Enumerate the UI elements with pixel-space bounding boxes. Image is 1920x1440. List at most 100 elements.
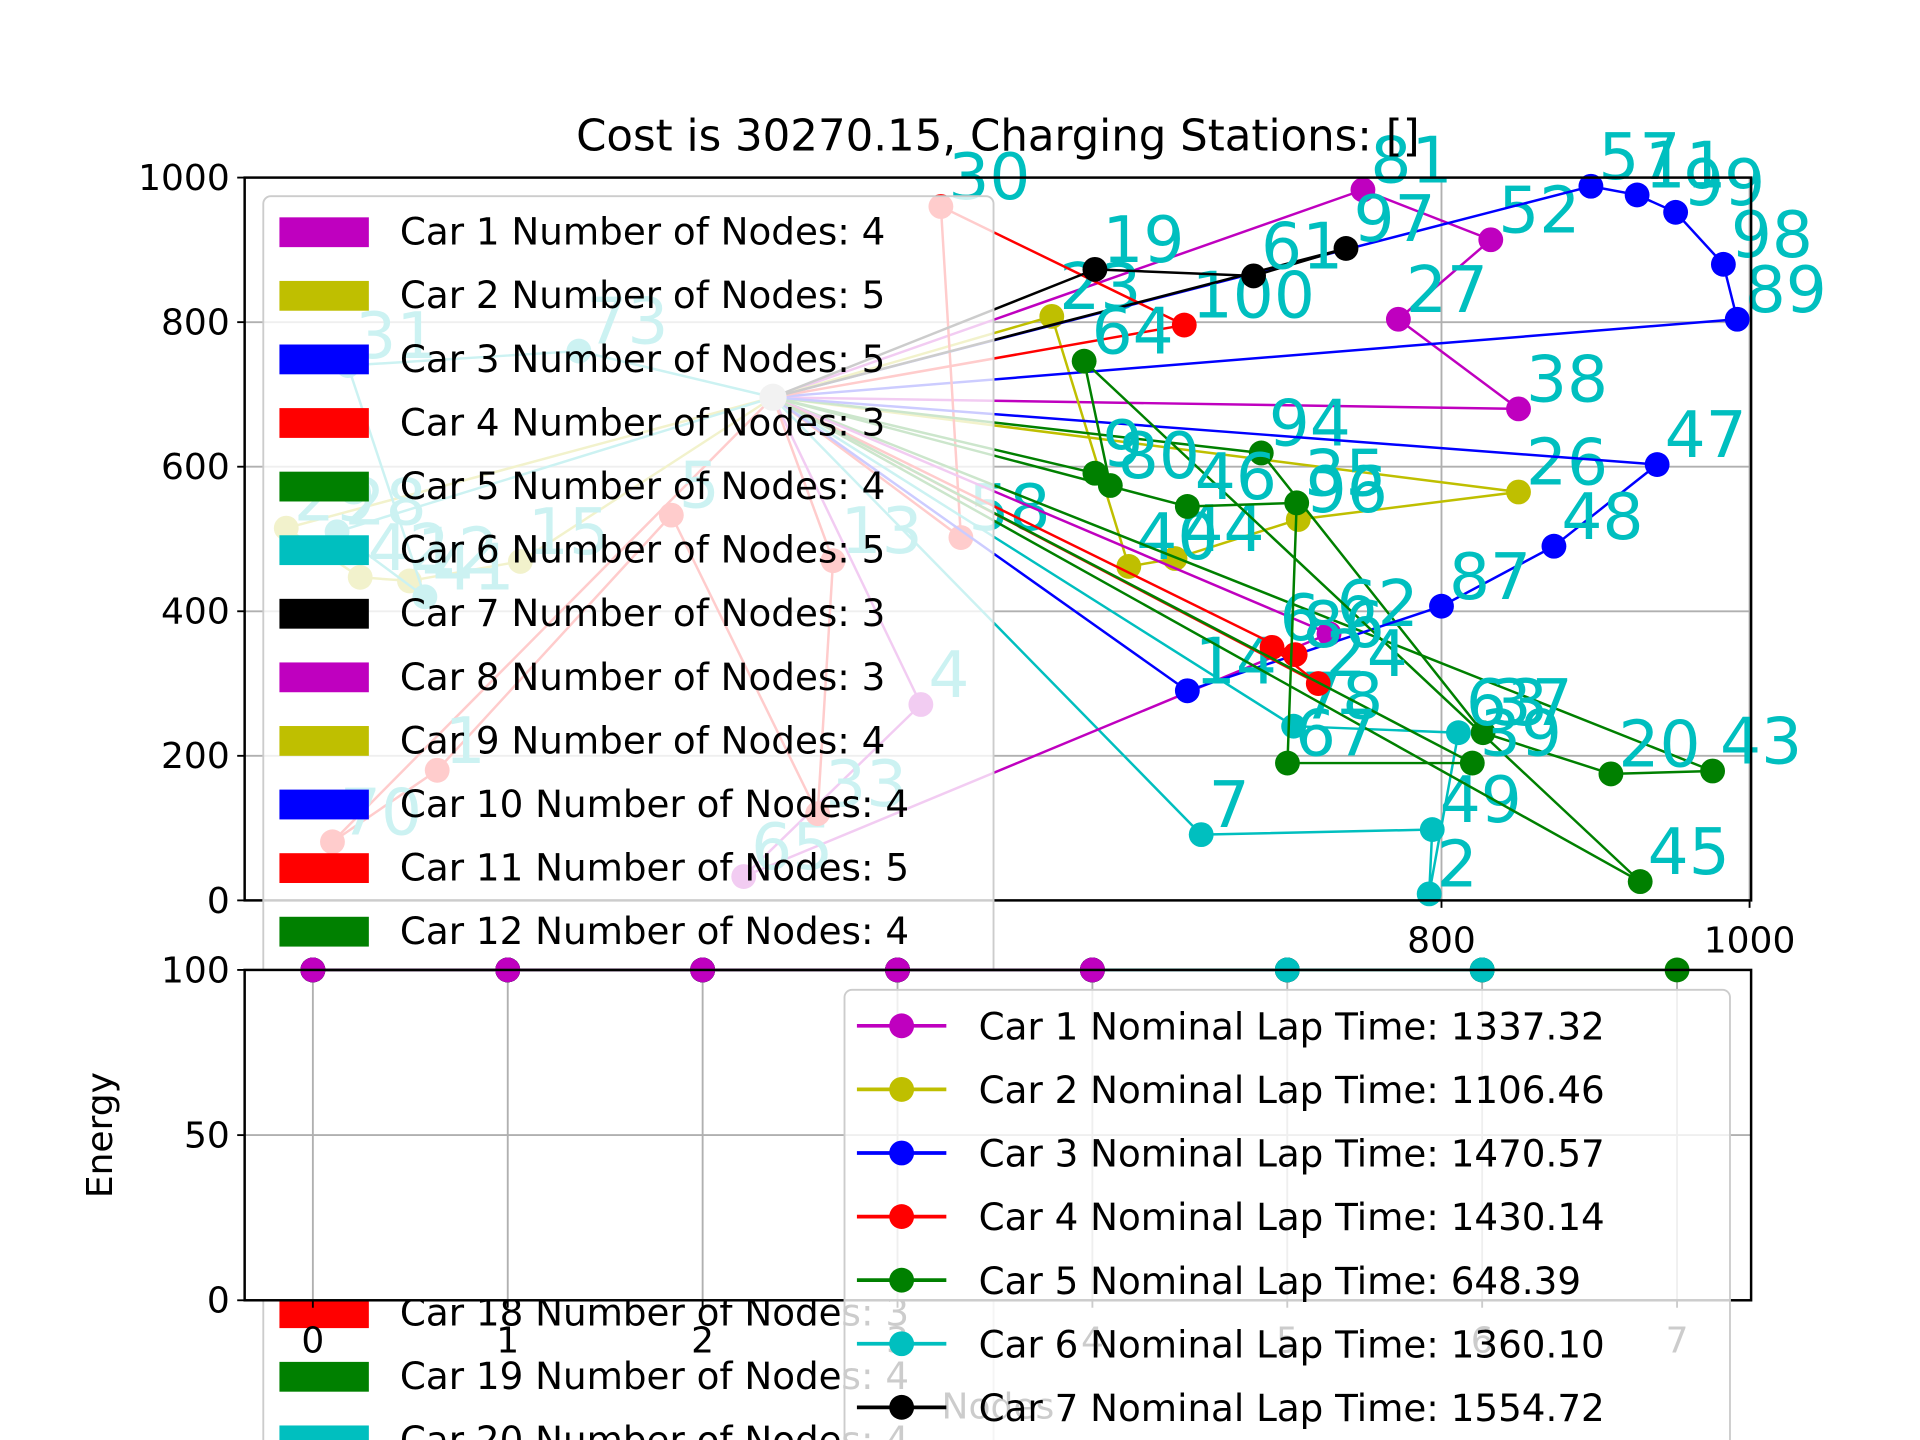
legend-label: Car 2 Nominal Lap Time: 1106.46 <box>979 1068 1605 1112</box>
route-line <box>1260 452 1713 776</box>
node-point <box>1541 533 1567 559</box>
node-point <box>1284 490 1310 516</box>
y-axis-label: Energy <box>80 1072 121 1198</box>
node-point <box>1598 761 1624 787</box>
legend-label: Car 4 Number of Nodes: 3 <box>400 400 885 444</box>
node-label: 98 <box>1731 198 1813 273</box>
legend-label: Car 9 Number of Nodes: 4 <box>400 718 885 762</box>
node-label: 47 <box>1665 398 1747 473</box>
node-label: 94 <box>1269 387 1351 462</box>
plot-frame <box>243 176 1753 902</box>
legend-marker <box>889 1331 915 1357</box>
legend-swatch <box>279 726 369 756</box>
legend-label: Car 6 Number of Nodes: 5 <box>400 528 885 572</box>
legend-swatch <box>279 662 369 693</box>
legend-swatch <box>279 535 369 566</box>
node-point <box>1644 452 1670 477</box>
legend-swatch <box>279 789 369 820</box>
node-point <box>1259 634 1285 660</box>
legend-swatch <box>279 598 369 629</box>
node-label: 61 <box>1261 209 1343 284</box>
node-label: 52 <box>1498 173 1580 248</box>
node-label: 86 <box>1303 588 1385 663</box>
node-label: 96 <box>1306 453 1388 528</box>
node-point <box>1282 642 1308 668</box>
legend-swatch <box>279 471 369 502</box>
legend-label: Car 5 Nominal Lap Time: 648.39 <box>979 1259 1581 1303</box>
node-label: 87 <box>1449 540 1531 615</box>
node-label: 9 <box>1102 407 1143 482</box>
x-tick-label: 1000 <box>1704 921 1796 962</box>
node-label: 11 <box>1645 128 1727 203</box>
node-label: 24 <box>1326 617 1408 692</box>
legend-label: Car 20 Number of Nodes: 4 <box>400 1418 909 1440</box>
node-label: 89 <box>1745 253 1827 328</box>
node-point <box>1174 678 1200 704</box>
node-label: 97 <box>1353 182 1435 257</box>
legend-marker <box>889 1013 915 1039</box>
node-point <box>1248 440 1274 466</box>
node-label: 37 <box>1491 666 1573 741</box>
node-label: 62 <box>1337 567 1419 642</box>
node-point <box>1459 750 1485 776</box>
node-label: 6 <box>1280 581 1321 656</box>
node-label: 80 <box>1118 419 1200 494</box>
x-tick-label: 2 <box>691 1320 714 1361</box>
node-point <box>1385 306 1411 332</box>
node-point <box>1082 256 1108 282</box>
legend-label: Car 1 Nominal Lap Time: 1337.32 <box>979 1004 1605 1048</box>
node-point <box>1506 479 1531 505</box>
legend-marker <box>889 1204 915 1229</box>
node-label: 46 <box>1195 440 1277 515</box>
y-tick-label: 0 <box>207 1281 230 1322</box>
legend-marker <box>889 1140 915 1166</box>
node-label: 7 <box>1209 768 1250 843</box>
y-tick-label: 200 <box>161 736 230 777</box>
node-label: 81 <box>1370 123 1452 198</box>
node-label: 20 <box>1618 707 1700 782</box>
x-tick-label: 0 <box>301 1320 324 1361</box>
node-point <box>1333 236 1359 261</box>
legend-label: Car 8 Number of Nodes: 3 <box>400 655 885 699</box>
legend-swatch <box>279 1298 369 1329</box>
node-label: 57 <box>1598 120 1680 195</box>
node-label: 14 <box>1195 624 1277 699</box>
legend-label: Car 1 Number of Nodes: 4 <box>400 210 885 254</box>
y-tick-label: 0 <box>207 881 230 922</box>
legend-swatch <box>279 344 369 375</box>
node-point <box>1419 817 1445 842</box>
legend-swatch <box>279 853 369 884</box>
legend-label: Car 19 Number of Nodes: 4 <box>400 1354 909 1398</box>
node-point <box>1624 182 1650 208</box>
legend-box <box>843 988 1731 1440</box>
node-point <box>1275 750 1300 776</box>
node-point <box>1174 494 1200 519</box>
legend-marker <box>889 1076 915 1102</box>
node-label: 38 <box>1526 342 1608 417</box>
legend-marker <box>889 1267 915 1293</box>
legend-label: Car 12 Number of Nodes: 4 <box>400 909 909 953</box>
x-tick-label: 1 <box>496 1320 519 1361</box>
x-tick-label: 800 <box>1407 921 1476 962</box>
node-point <box>1627 869 1653 895</box>
legend-swatch <box>279 280 369 311</box>
node-point <box>1071 348 1097 374</box>
node-label: 45 <box>1648 815 1730 890</box>
node-label: 27 <box>1406 253 1488 328</box>
node-label: 48 <box>1561 480 1643 555</box>
legend-label: Car 2 Number of Nodes: 5 <box>400 273 885 317</box>
legend-label: Car 3 Number of Nodes: 5 <box>400 337 885 381</box>
node-point <box>1578 173 1604 199</box>
node-point <box>1710 251 1736 277</box>
route-line <box>1186 463 1658 692</box>
legend-swatch <box>279 217 369 248</box>
legend-label: Car 5 Number of Nodes: 4 <box>400 464 885 508</box>
legend-swatch <box>279 1425 369 1440</box>
legend-swatch <box>279 408 369 438</box>
node-point <box>1171 312 1197 338</box>
chart-title: Cost is 30270.15, Charging Stations: [] <box>576 111 1420 161</box>
legend-swatch <box>279 916 369 947</box>
y-tick-label: 800 <box>161 303 230 344</box>
node-point <box>1478 227 1504 253</box>
